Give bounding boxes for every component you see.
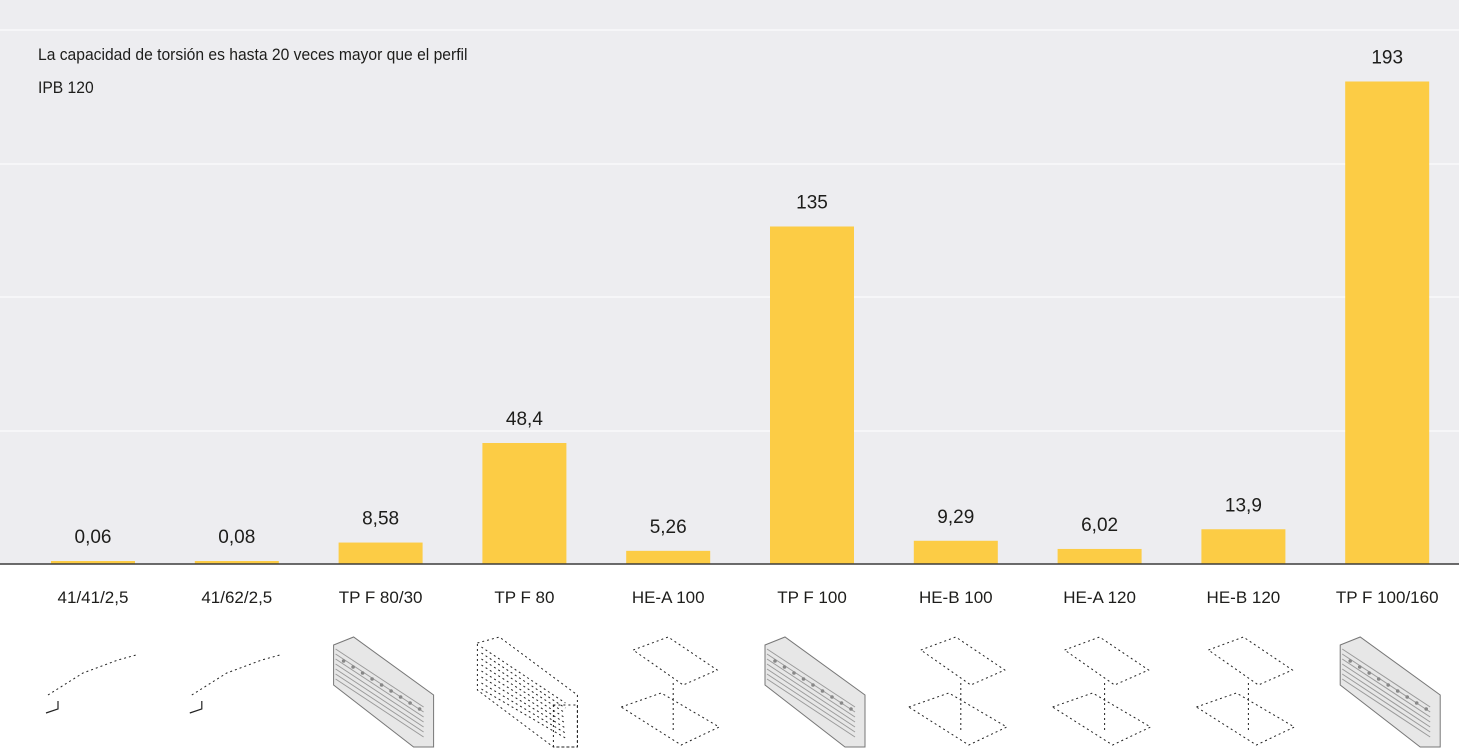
category-label-2: 41/62/2,5 [201,588,272,607]
bar-4 [482,443,567,564]
category-label-1: 41/41/2,5 [58,588,129,607]
perforated-rail-icon [764,636,866,748]
bar-2 [194,561,279,564]
strut-channel-icon [45,654,137,714]
annotation-line-2: IPB 120 [38,78,94,97]
value-label-5: 5,26 [650,517,687,538]
annotation-text: La capacidad de torsión es hasta 20 vece… [38,38,553,104]
value-label-3: 8,58 [362,509,399,530]
i-beam-icon [620,636,721,746]
value-label-8: 6,02 [1081,515,1118,536]
bar-5 [626,550,711,564]
value-label-1: 0,06 [75,527,112,548]
i-beam-icon [1196,636,1296,746]
category-label-3: TP F 80/30 [339,588,423,607]
bar-3 [338,542,423,564]
square-profile-icon [476,636,578,748]
value-label-9: 13,9 [1225,495,1262,516]
bar-8 [1057,548,1142,564]
strut-channel-icon [189,654,280,714]
category-label-6: TP F 100 [777,588,847,607]
bar-7 [913,540,998,564]
category-label-10: TP F 100/160 [1336,588,1439,607]
value-label-6: 135 [796,193,828,214]
category-label-4: TP F 80 [494,588,554,607]
plot-area [0,0,1459,564]
bar-9 [1201,529,1286,564]
i-beam-icon [1052,636,1152,746]
category-label-7: HE-B 100 [919,588,993,607]
bar-6 [770,226,854,564]
category-label-8: HE-A 120 [1063,588,1136,607]
perforated-rail-icon [1339,636,1441,748]
perforated-rail-icon [333,636,435,748]
value-label-10: 193 [1371,48,1403,69]
bar-1 [51,561,135,564]
category-label-9: HE-B 120 [1207,588,1281,607]
annotation-line-1: La capacidad de torsión es hasta 20 vece… [38,45,468,64]
category-label-5: HE-A 100 [632,588,705,607]
value-label-4: 48,4 [506,409,543,430]
bar-10 [1345,81,1430,564]
value-label-7: 9,29 [937,507,974,528]
i-beam-icon [908,636,1008,746]
value-label-2: 0,08 [218,527,255,548]
